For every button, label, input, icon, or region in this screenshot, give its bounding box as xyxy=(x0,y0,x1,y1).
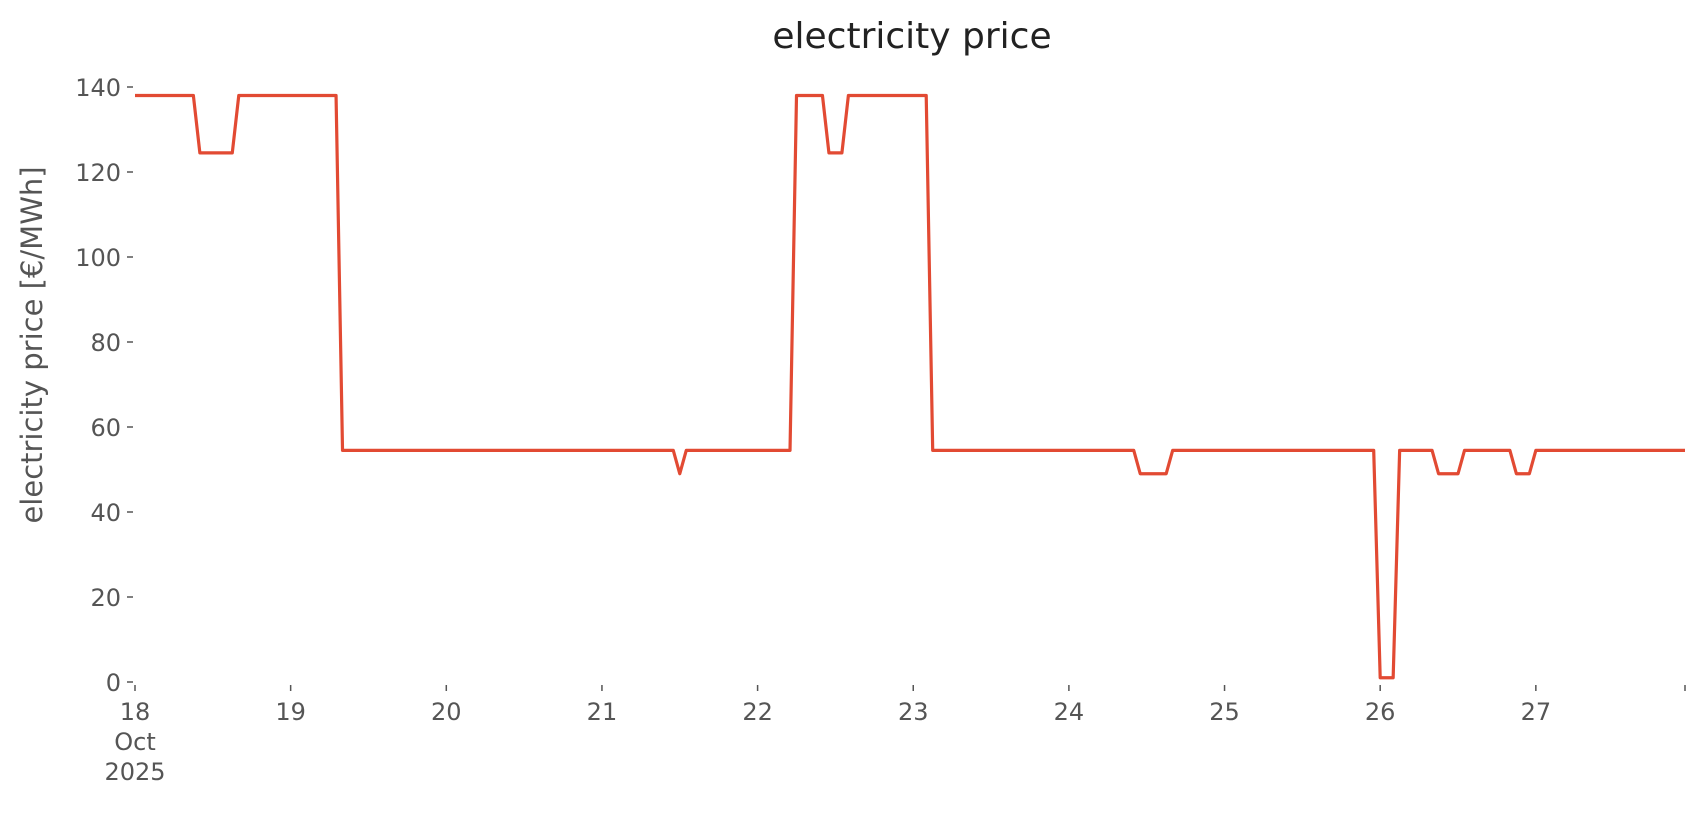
x-tick-label: 23 xyxy=(898,698,929,726)
y-tick-label: 80 xyxy=(90,329,121,357)
x-tick-label: 18 Oct 2025 xyxy=(104,698,165,786)
x-tick-label: 24 xyxy=(1054,698,1085,726)
x-tick-label: 19 xyxy=(275,698,306,726)
y-tick-label: 0 xyxy=(106,669,121,697)
x-tick-label: 20 xyxy=(431,698,462,726)
line xyxy=(135,93,1685,680)
x-tick-label: 22 xyxy=(742,698,773,726)
chart-title: electricity price xyxy=(772,16,1051,57)
x-tick-label: 26 xyxy=(1365,698,1396,726)
y-tick-label: 100 xyxy=(75,244,121,272)
y-tick-label: 140 xyxy=(75,74,121,102)
y-axis-label: electricity price [€/MWh] xyxy=(15,166,49,523)
x-tick-label: 27 xyxy=(1521,698,1552,726)
x-tick-label: 21 xyxy=(587,698,618,726)
x-tick-label: 25 xyxy=(1209,698,1240,726)
y-tick-label: 60 xyxy=(90,414,121,442)
y-tick-label: 120 xyxy=(75,159,121,187)
y-tick-label: 20 xyxy=(90,584,121,612)
y-tick-label: 40 xyxy=(90,499,121,527)
